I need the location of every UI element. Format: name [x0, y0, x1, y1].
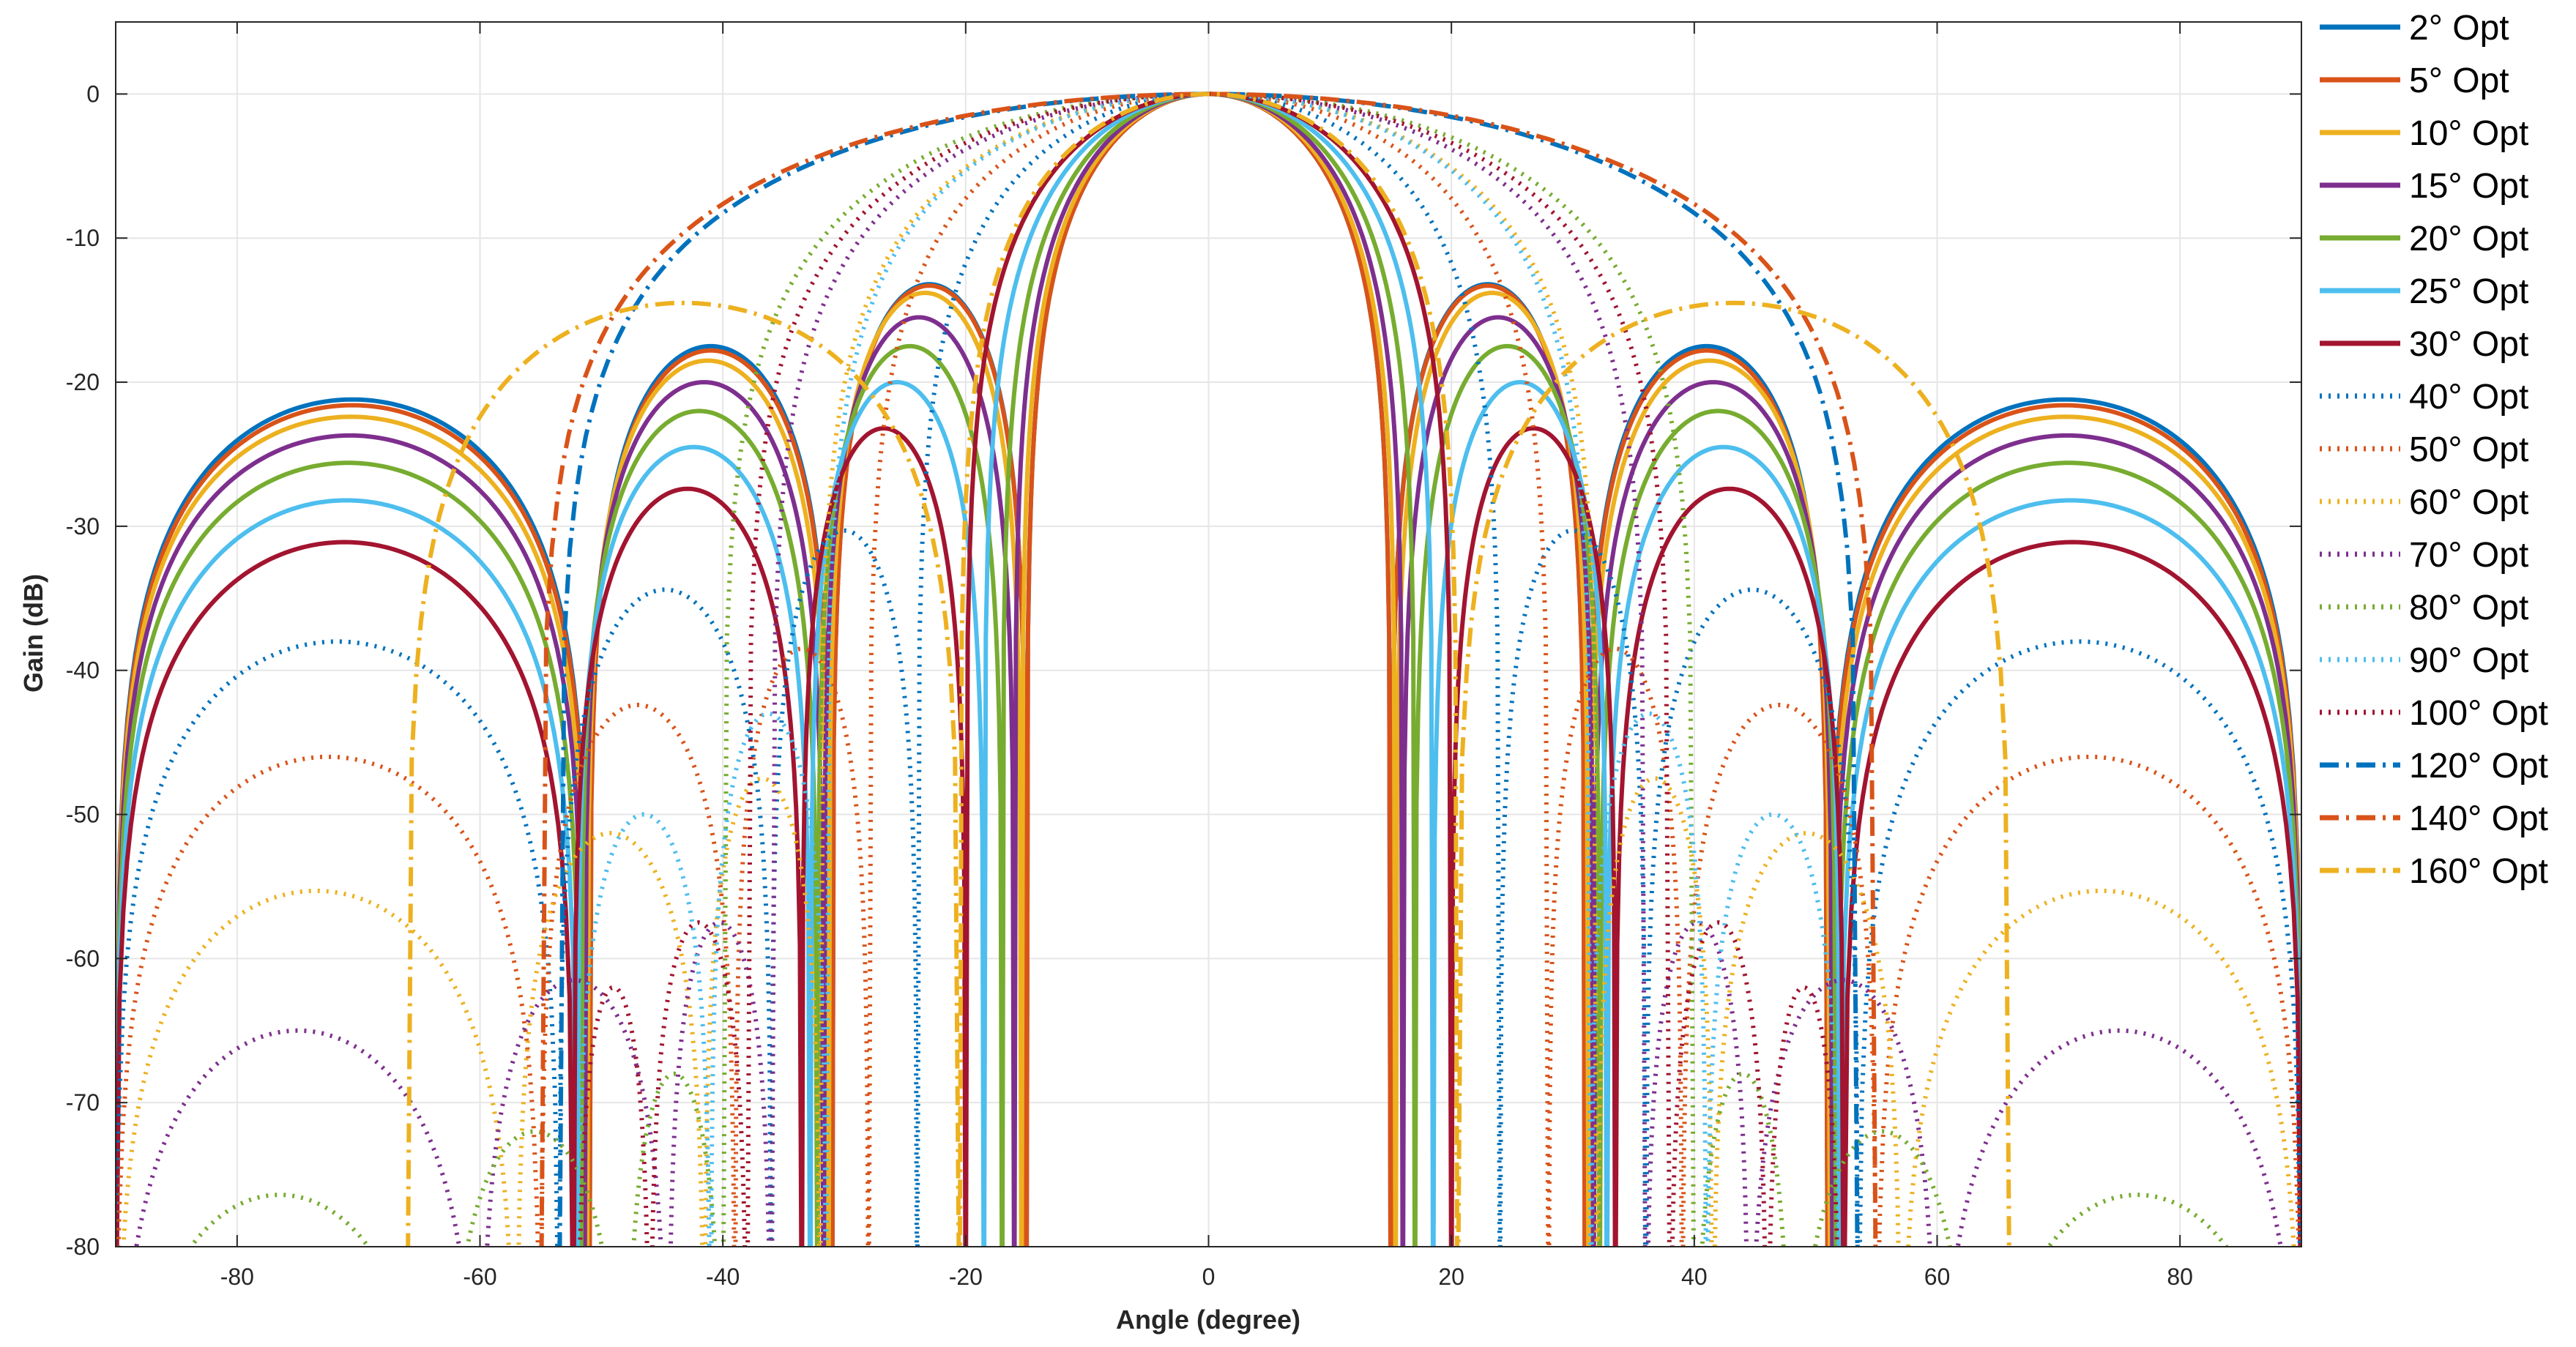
legend: 2° Opt 5° Opt 10° Opt 15° Opt 20° Opt 25° Opt…: [2320, 9, 2548, 891]
legend-label-5: 25° Opt: [2409, 272, 2528, 311]
x-tick-label: 40: [1681, 1264, 1708, 1290]
x-tick-label: 20: [1438, 1264, 1464, 1290]
legend-label-4: 20° Opt: [2409, 220, 2528, 258]
legend-label-9: 60° Opt: [2409, 483, 2528, 522]
legend-label-13: 100° Opt: [2409, 694, 2548, 733]
x-tick-label: 60: [1924, 1264, 1951, 1290]
x-tick-label: -60: [463, 1264, 496, 1290]
legend-label-14: 120° Opt: [2409, 747, 2548, 786]
legend-label-8: 50° Opt: [2409, 430, 2528, 469]
y-tick-label: -10: [66, 225, 100, 251]
axis-ticks: -80 -60 -40 -20 0 20 40 60 80 0 -10 -20 -30 -40 -50 -60…: [66, 22, 2301, 1290]
legend-label-1: 5° Opt: [2409, 61, 2509, 100]
x-tick-label: -20: [949, 1264, 983, 1290]
y-tick-label: -70: [66, 1089, 100, 1116]
y-tick-label: -80: [66, 1234, 100, 1260]
legend-label-10: 70° Opt: [2409, 536, 2528, 575]
series-line-16: [406, 92, 2011, 1247]
series-line-11: [188, 92, 2229, 1247]
x-tick-label: 0: [1202, 1264, 1216, 1290]
x-tick-label: -80: [220, 1264, 254, 1290]
series-line-15: [539, 92, 1878, 1247]
y-tick-label: -40: [66, 657, 100, 684]
legend-label-16: 160° Opt: [2409, 852, 2548, 891]
legend-label-7: 40° Opt: [2409, 378, 2528, 417]
legend-label-2: 10° Opt: [2409, 114, 2528, 153]
series-lines: [116, 92, 2301, 1247]
y-tick-label: -20: [66, 369, 100, 395]
x-axis-label: Angle (degree): [1116, 1305, 1300, 1335]
y-axis-label: Gain (dB): [18, 574, 48, 693]
series-line-14: [557, 92, 1860, 1247]
legend-label-15: 140° Opt: [2409, 799, 2548, 838]
y-tick-label: -50: [66, 802, 100, 828]
x-tick-label: -40: [706, 1264, 740, 1290]
legend-label-0: 2° Opt: [2409, 9, 2509, 48]
y-tick-label: 0: [86, 81, 100, 107]
series-line-7: [116, 92, 2301, 1247]
legend-label-3: 15° Opt: [2409, 167, 2528, 206]
legend-label-11: 80° Opt: [2409, 589, 2528, 627]
legend-label-12: 90° Opt: [2409, 641, 2528, 680]
y-tick-label: -60: [66, 945, 100, 971]
y-tick-label: -30: [66, 513, 100, 540]
x-tick-label: 80: [2167, 1264, 2193, 1290]
legend-label-6: 30° Opt: [2409, 325, 2528, 364]
